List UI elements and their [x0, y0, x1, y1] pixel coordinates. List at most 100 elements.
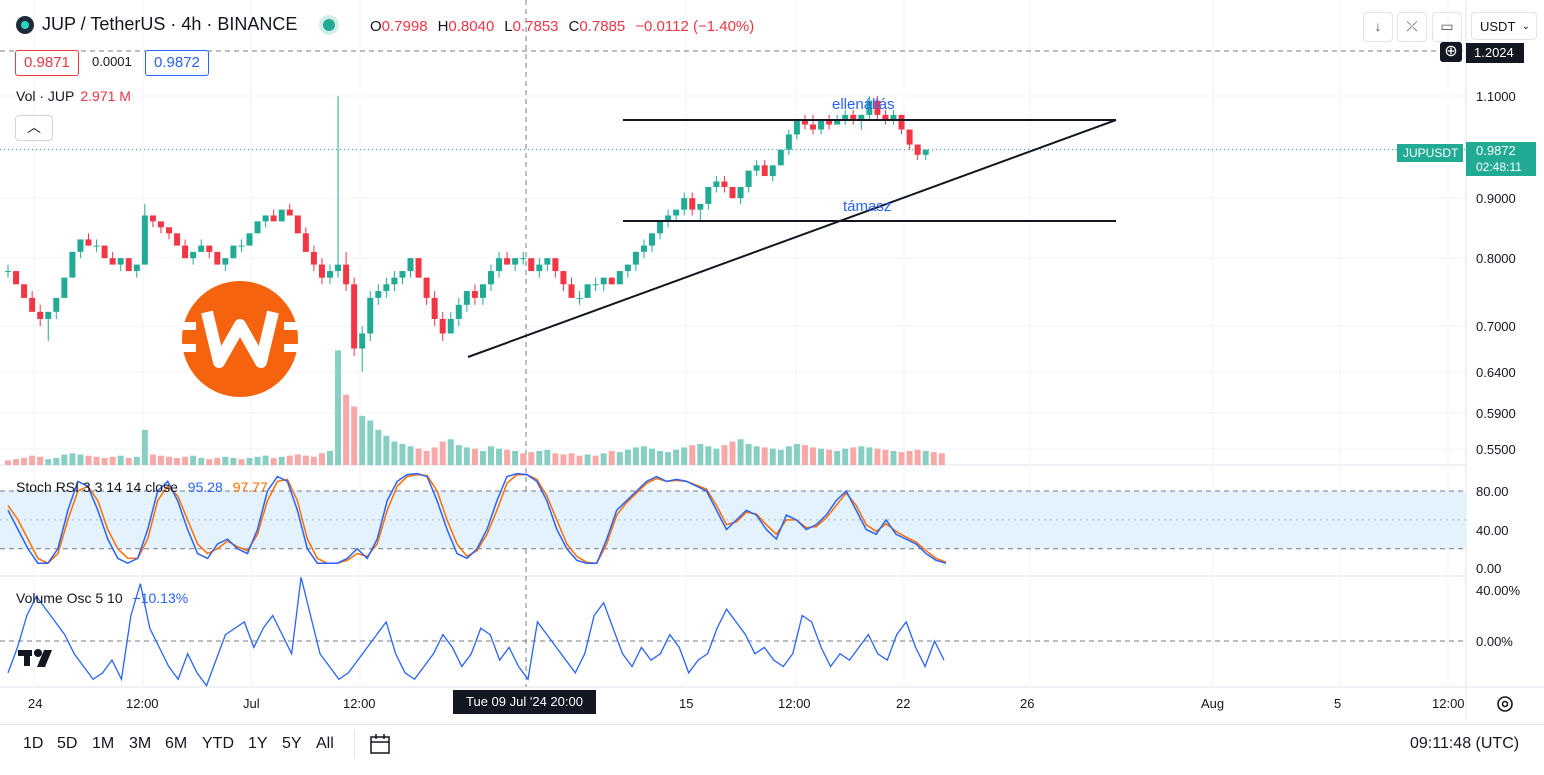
candle-body — [206, 245, 213, 252]
grid-lines — [0, 0, 1544, 720]
volume-bar — [351, 406, 358, 465]
volume-bar — [21, 457, 28, 465]
crosshair-price-label: 1.2024 — [1466, 43, 1524, 63]
settings-gear-icon[interactable] — [1494, 693, 1516, 715]
toolbar-divider — [354, 730, 355, 758]
volume-bar — [544, 449, 551, 465]
range-1y-button[interactable]: 1Y — [248, 735, 268, 752]
volume-bar — [447, 439, 454, 465]
volume-bar — [834, 450, 841, 465]
volume-bar — [858, 446, 865, 465]
candle-body — [737, 187, 744, 199]
candle-body — [512, 258, 519, 265]
candle-body — [431, 297, 438, 319]
volume-bar — [673, 449, 680, 465]
volume-bar — [77, 454, 84, 465]
time-tick: Aug — [1201, 696, 1225, 711]
candle-body — [351, 284, 358, 349]
stoch-rsi-pane — [0, 472, 1466, 565]
range-5y-button[interactable]: 5Y — [282, 735, 302, 752]
volume-bar — [576, 455, 583, 465]
volume-bar — [801, 445, 808, 465]
volume-bar — [592, 455, 599, 465]
candle-body — [166, 227, 172, 234]
volume-bar — [439, 441, 446, 465]
range-6m-button[interactable]: 6M — [165, 735, 188, 752]
candle-body — [608, 277, 615, 285]
volume-bar — [125, 457, 132, 465]
candle-body — [198, 245, 205, 252]
candle-body — [5, 271, 11, 273]
range-1d-button[interactable]: 1D — [23, 735, 44, 752]
stoch-tick: 40.00 — [1476, 523, 1509, 538]
volume-bar — [536, 450, 543, 465]
volume-bar — [649, 448, 655, 465]
volume-bar — [689, 445, 696, 465]
candle-body — [133, 264, 140, 272]
volume-bar — [697, 443, 704, 465]
range-3m-button[interactable]: 3M — [129, 735, 152, 752]
candle-body — [383, 284, 390, 292]
support-label[interactable]: támasz — [843, 198, 892, 215]
volume-bar — [850, 447, 857, 465]
add-alert-button[interactable]: ⊕ — [1440, 42, 1462, 62]
time-tick: 5 — [1334, 696, 1342, 711]
collapse-legend-button[interactable]: ︿ — [15, 115, 53, 141]
candle-body — [713, 181, 720, 188]
volume-bar — [560, 454, 567, 465]
candle-body — [777, 149, 784, 166]
maximize-pane-button[interactable]: ▭ — [1432, 12, 1462, 42]
date-range-button[interactable] — [368, 732, 392, 761]
volume-bar — [463, 447, 470, 465]
volume-bar — [190, 455, 197, 465]
volume-bars — [5, 350, 945, 465]
volume-bar — [149, 454, 156, 465]
volume-bar — [93, 456, 100, 465]
candle-body — [842, 114, 849, 120]
symbol-header[interactable]: JUP / TetherUS · 4h · BINANCE — [16, 14, 336, 35]
symbol-title[interactable]: JUP / TetherUS · 4h · BINANCE — [42, 14, 298, 34]
volume-bar — [608, 450, 615, 465]
volume-bar — [109, 456, 116, 465]
volume-bar — [810, 447, 816, 465]
volume-bar — [528, 452, 535, 465]
trend-drawings[interactable] — [467, 119, 1117, 358]
range-ytd-button[interactable]: YTD — [202, 735, 234, 752]
buy-price-button[interactable]: 0.9872 — [145, 50, 209, 76]
volume-bar — [423, 450, 430, 465]
candle-body — [149, 215, 156, 222]
volume-bar — [407, 446, 414, 465]
volume-bar — [246, 457, 253, 465]
candle-body — [705, 187, 712, 204]
range-all-button[interactable]: All — [316, 735, 334, 752]
candle-body — [423, 277, 430, 298]
volume-bar — [343, 394, 350, 465]
candle-body — [343, 264, 350, 285]
volume-bar — [938, 453, 945, 465]
sell-price-button[interactable]: 0.9871 — [15, 50, 79, 76]
volume-bar — [640, 446, 647, 465]
volume-bar — [117, 455, 124, 465]
candle-body — [45, 311, 52, 319]
volume-bar — [624, 449, 631, 465]
candle-body — [407, 258, 414, 272]
collapse-pane-button[interactable]: ⤫ — [1397, 12, 1427, 42]
volume-bar — [874, 448, 881, 465]
scroll-to-end-button[interactable]: ↓ — [1363, 12, 1393, 42]
vosc-tick: 0.00% — [1476, 634, 1513, 649]
volume-bar — [310, 456, 317, 465]
volume-bar — [777, 449, 784, 465]
volume-bar — [930, 452, 937, 465]
currency-select[interactable]: USDT ⌄ — [1471, 12, 1537, 40]
volume-bar — [721, 445, 728, 465]
range-5d-button[interactable]: 5D — [57, 735, 78, 752]
range-1m-button[interactable]: 1M — [92, 735, 115, 752]
candle-body — [600, 277, 607, 285]
stoch-tick: 80.00 — [1476, 484, 1509, 499]
resistance-label[interactable]: ellenállás — [832, 96, 895, 113]
utc-clock[interactable]: 09:11:48 (UTC) — [1410, 735, 1520, 752]
candle-body — [785, 134, 792, 150]
candle-body — [665, 215, 672, 222]
volume-bar — [270, 457, 277, 465]
